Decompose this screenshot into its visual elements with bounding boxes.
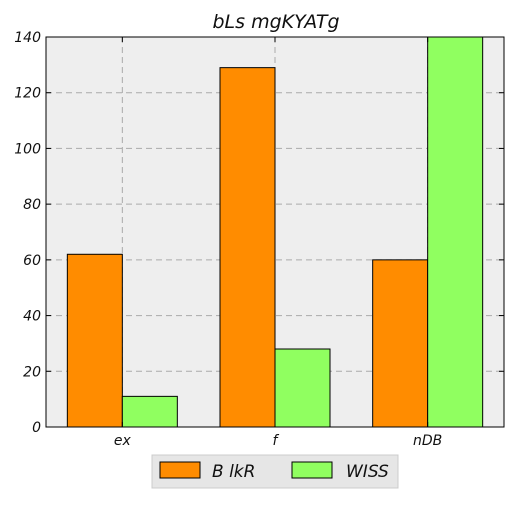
x-tick-label: ex [114, 433, 132, 449]
y-tick-label: 80 [23, 197, 41, 213]
x-tick-label: nDB [413, 433, 442, 449]
y-tick-label: 20 [23, 364, 41, 380]
y-tick-label: 140 [14, 30, 41, 46]
legend-swatch-1 [291, 461, 333, 479]
bar-b-lkr-ex [66, 253, 123, 428]
legend: B lkR WISS [151, 454, 399, 489]
bars [66, 36, 484, 428]
bar-wiss-ndb [427, 36, 484, 428]
y-tick-label: 40 [23, 309, 41, 325]
y-tick-label: 0 [32, 420, 41, 436]
x-tick-label: f [273, 433, 280, 449]
bar-b-lkr-ndb [372, 259, 429, 428]
y-tick-label: 60 [23, 253, 41, 269]
bar-wiss-f [274, 348, 331, 428]
bar-b-lkr-f [219, 67, 276, 428]
chart-title: bLs mgKYATg [212, 11, 339, 33]
legend-swatch-0 [159, 461, 201, 479]
y-tick-label: 120 [14, 86, 41, 102]
legend-label-0: B lkR [212, 462, 255, 482]
y-tick-label: 100 [14, 141, 41, 157]
legend-label-1: WISS [346, 462, 389, 482]
axis-ticks: 0 20 40 60 80 100 120 140 ex f nDB [14, 30, 504, 449]
bar-wiss-ex [121, 395, 178, 428]
